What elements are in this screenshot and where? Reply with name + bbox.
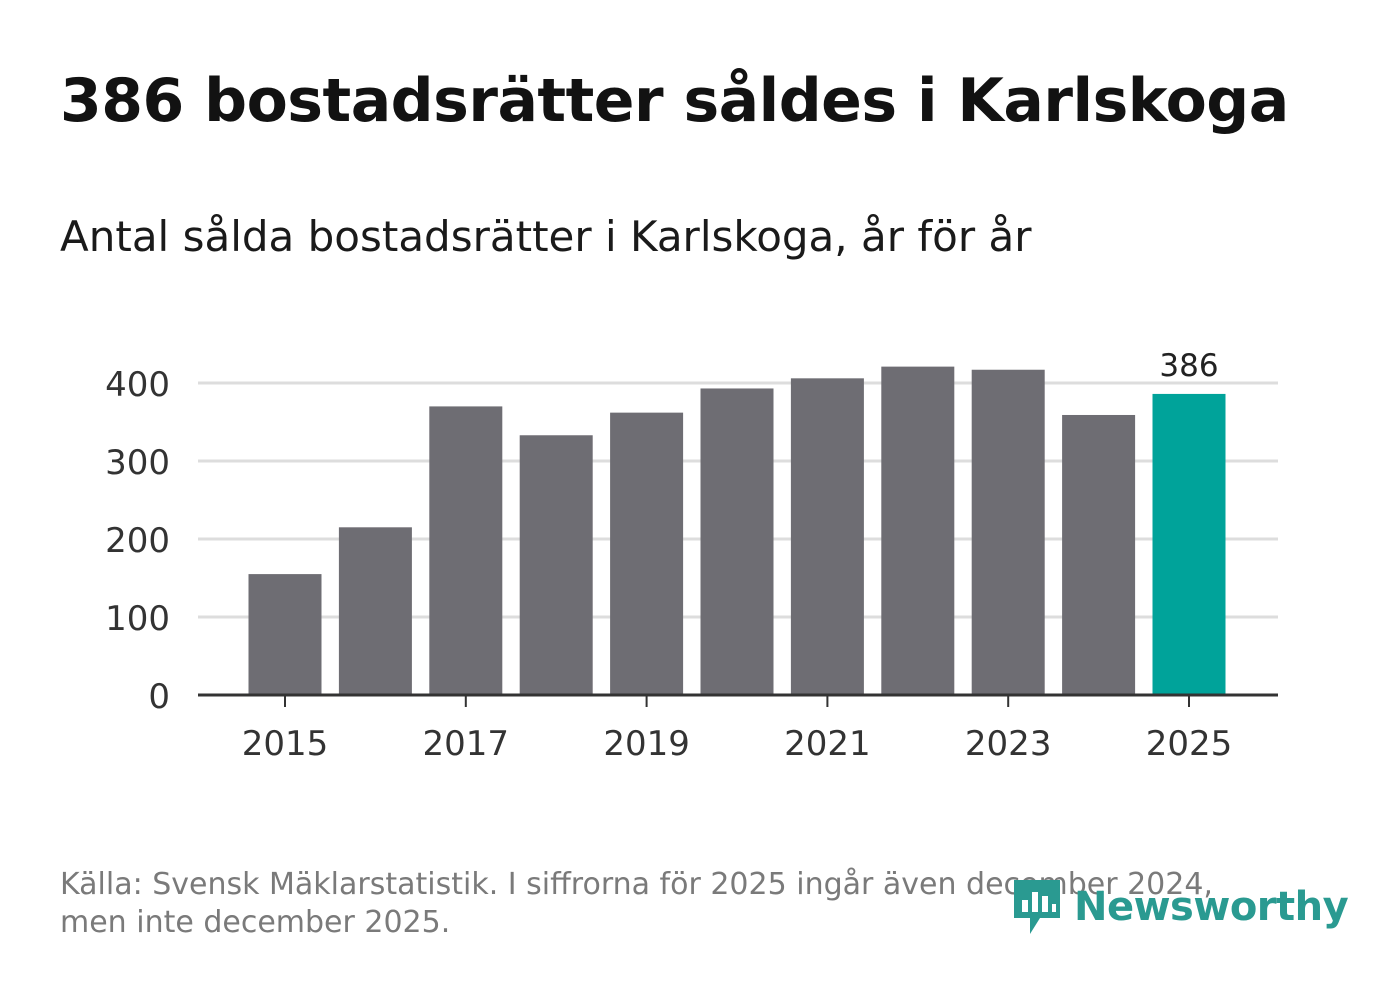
y-tick-label: 300 [105,443,170,483]
bar-2016 [338,527,412,695]
bars [248,366,1226,695]
x-axis [198,693,1278,707]
data-labels: 386 [1159,348,1218,384]
y-tick-label: 400 [105,365,170,405]
bar-2020 [700,388,774,695]
bar-2025 [1152,393,1226,695]
bar-2019 [610,412,684,695]
x-axis-labels: 2015 2017 2019 2021 2023 2025 [242,724,1233,764]
chart-title: 386 bostadsrätter såldes i Karlskoga [60,66,1289,136]
bar-2018 [519,435,593,695]
bar-chart: 0 100 200 300 400 2015 2017 2019 2021 2023 2025 3… [105,348,1278,764]
x-tick-label: 2025 [1146,724,1233,764]
bar-2017 [429,406,503,695]
y-tick-label: 100 [105,599,170,639]
newsworthy-logo: Newsworthy [1010,876,1349,938]
logo-text: Newsworthy [1074,884,1349,930]
x-tick-label: 2019 [603,724,690,764]
bar-2022 [881,366,955,695]
bar-chart-speech-bubble-icon [1014,880,1060,934]
source-line-2: men inte december 2025. [60,905,451,940]
y-tick-label: 200 [105,521,170,561]
chart-subtitle: Antal sålda bostadsrätter i Karlskoga, å… [60,212,1032,261]
bar-2021 [790,378,864,695]
x-tick-label: 2017 [423,724,510,764]
bar-2015 [248,574,322,695]
x-tick-label: 2021 [784,724,871,764]
bar-2023 [971,369,1045,695]
y-tick-label: 0 [148,677,170,717]
x-tick-label: 2015 [242,724,329,764]
bar-2024 [1062,414,1136,695]
data-label: 386 [1159,348,1218,384]
y-axis-labels: 0 100 200 300 400 [105,365,170,717]
x-tick-label: 2023 [965,724,1052,764]
